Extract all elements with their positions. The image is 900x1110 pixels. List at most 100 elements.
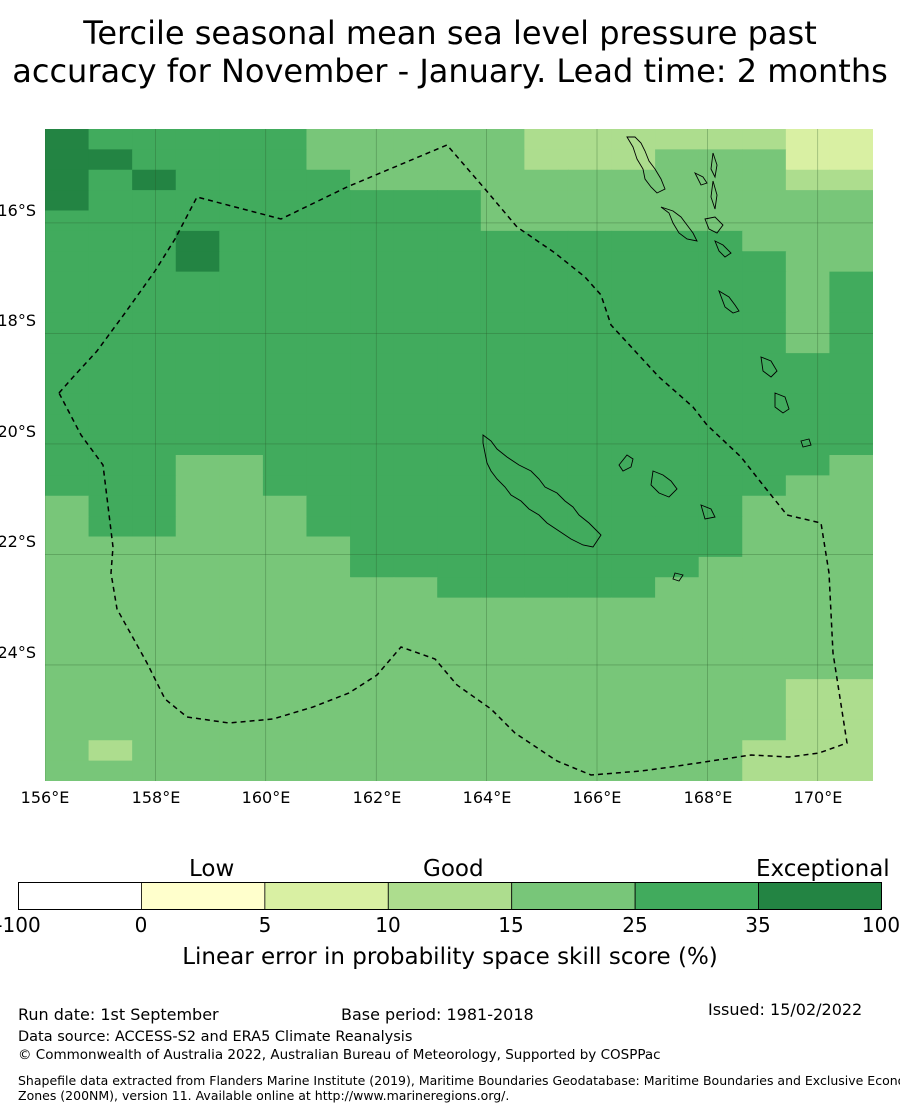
- map-cell: [350, 312, 395, 334]
- skill-score-grid: [45, 129, 873, 781]
- map-cell: [611, 373, 656, 395]
- map-cell: [524, 271, 569, 293]
- map-cell: [785, 414, 831, 436]
- map-cell: [742, 271, 787, 293]
- map-cell: [393, 719, 438, 741]
- map-cell: [655, 434, 700, 456]
- map-cell: [393, 434, 438, 456]
- map-cell: [437, 129, 482, 150]
- lat-tick-16s: 16°S: [0, 201, 36, 220]
- map-cell: [829, 577, 873, 599]
- map-cell: [45, 312, 90, 334]
- map-cell: [262, 760, 308, 781]
- map-cell: [219, 434, 264, 456]
- map-cell: [219, 190, 264, 212]
- map-cell: [437, 475, 482, 497]
- colorbar-tick-5: 5: [258, 913, 272, 937]
- map-cell: [524, 638, 569, 660]
- map-cell: [524, 149, 569, 171]
- map-cell: [698, 719, 743, 741]
- map-cell: [567, 393, 613, 415]
- map-cell: [567, 495, 613, 517]
- map-cell: [306, 638, 351, 660]
- map-cell: [742, 495, 787, 517]
- map-cell: [219, 679, 264, 701]
- title-line-1: Tercile seasonal mean sea level pressure…: [83, 14, 817, 52]
- map-cell: [350, 230, 395, 252]
- map-cell: [88, 434, 133, 456]
- map-cell: [175, 679, 220, 701]
- map-cell: [306, 251, 351, 273]
- map-cell: [45, 699, 90, 721]
- colorbar-segment: [264, 882, 389, 910]
- map-cell: [393, 230, 438, 252]
- map-cell: [88, 699, 133, 721]
- map-cell: [350, 638, 395, 660]
- map-cell: [567, 719, 613, 741]
- map-cell: [175, 210, 220, 232]
- map-cell: [132, 230, 177, 252]
- map-cell: [524, 699, 569, 721]
- map-cell: [829, 618, 873, 639]
- map-cell: [480, 719, 525, 741]
- map-cell: [132, 536, 177, 558]
- map-cell: [698, 638, 743, 660]
- map-cell: [829, 332, 873, 354]
- map-cell: [45, 536, 90, 558]
- colorbar: [18, 882, 882, 910]
- lon-tick-156e: 156°E: [20, 788, 70, 807]
- map-cell: [350, 495, 395, 517]
- map-cell: [132, 577, 177, 599]
- map-cell: [350, 516, 395, 538]
- map-cell: [306, 719, 351, 741]
- map-cell: [393, 597, 438, 619]
- map-cell: [480, 393, 525, 415]
- map-cell: [829, 190, 873, 212]
- map-cell: [306, 597, 351, 619]
- map-cell: [219, 271, 264, 293]
- map-cell: [829, 414, 873, 436]
- map-cell: [132, 169, 177, 191]
- map-cell: [350, 679, 395, 701]
- map-cell: [524, 516, 569, 538]
- map-cell: [393, 679, 438, 701]
- map-cell: [480, 760, 525, 781]
- map-cell: [175, 292, 220, 313]
- map-cell: [262, 638, 308, 660]
- map-cell: [350, 169, 395, 191]
- map-cell: [306, 353, 351, 375]
- map-cell: [698, 190, 743, 212]
- map-cell: [262, 618, 308, 639]
- map-cell: [524, 618, 569, 639]
- map-cell: [393, 251, 438, 273]
- map-cell: [88, 536, 133, 558]
- map-cell: [480, 699, 525, 721]
- map-cell: [88, 455, 133, 476]
- map-cell: [655, 740, 700, 762]
- map-cell: [45, 760, 90, 781]
- map-cell: [306, 332, 351, 354]
- map-cell: [306, 373, 351, 395]
- map-cell: [306, 169, 351, 191]
- map-cell: [829, 475, 873, 497]
- map-cell: [132, 414, 177, 436]
- map-cell: [655, 475, 700, 497]
- map-cell: [393, 414, 438, 436]
- map-cell: [567, 760, 613, 781]
- map-cell: [132, 271, 177, 293]
- map-cell: [219, 719, 264, 741]
- map-cell: [480, 414, 525, 436]
- map-cell: [306, 292, 351, 313]
- map-cell: [219, 475, 264, 497]
- map-cell: [524, 536, 569, 558]
- map-cell: [480, 455, 525, 476]
- map-cell: [175, 740, 220, 762]
- map-cell: [698, 699, 743, 721]
- map-cell: [262, 292, 308, 313]
- map-cell: [785, 495, 831, 517]
- map-cell: [175, 312, 220, 334]
- map-cell: [306, 495, 351, 517]
- map-cell: [437, 495, 482, 517]
- map-cell: [219, 353, 264, 375]
- map-cell: [132, 495, 177, 517]
